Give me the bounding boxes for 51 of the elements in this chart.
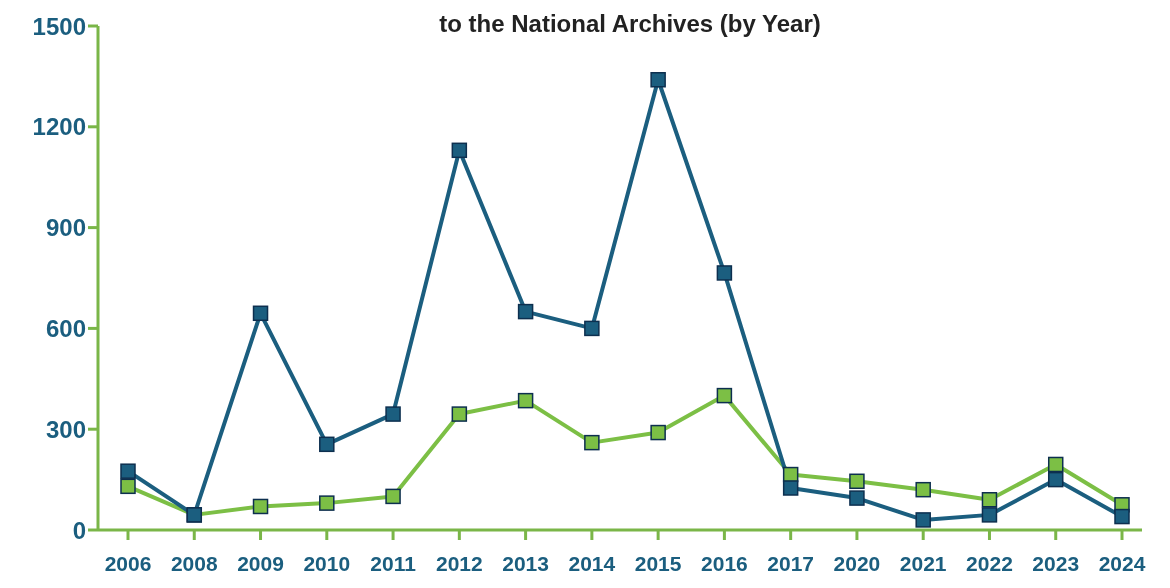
y-tick-label: 1200 — [32, 113, 86, 141]
y-tick-label: 0 — [72, 516, 86, 544]
y-tick-label: 1500 — [32, 12, 86, 40]
x-tick-label: 2013 — [502, 551, 549, 575]
point — [319, 436, 335, 453]
x-tick-label: 2006 — [104, 551, 152, 575]
point — [319, 495, 335, 511]
point — [1047, 471, 1064, 488]
x-tick-label: 2012 — [435, 551, 483, 575]
point — [517, 392, 534, 409]
point — [385, 488, 401, 505]
x-tick-label: 2016 — [701, 551, 748, 575]
point — [252, 305, 269, 322]
point — [915, 481, 931, 498]
point — [849, 490, 865, 506]
point — [517, 303, 534, 320]
point — [650, 72, 666, 88]
point — [782, 480, 799, 496]
point — [716, 265, 733, 281]
point — [650, 424, 666, 441]
point — [451, 406, 468, 422]
x-tick-label: 2021 — [899, 551, 947, 575]
point — [1114, 508, 1130, 525]
point — [981, 507, 998, 523]
point — [252, 498, 269, 515]
y-tick-label: 300 — [45, 415, 86, 443]
point — [1047, 456, 1064, 473]
x-tick-label: 2014 — [568, 551, 616, 575]
x-tick-label: 2022 — [966, 551, 1013, 575]
point — [451, 142, 468, 159]
x-tick-label: 2008 — [170, 551, 218, 575]
x-tick-label: 2020 — [833, 551, 881, 575]
x-tick-label: 2011 — [370, 551, 417, 575]
x-tick-label: 2009 — [237, 551, 284, 575]
point — [120, 463, 136, 479]
x-tick-label: 2015 — [634, 551, 682, 575]
point — [584, 434, 600, 451]
x-tick-label: 2023 — [1032, 551, 1080, 575]
x-tick-label: 2017 — [767, 551, 815, 575]
y-tick-label: 600 — [45, 314, 86, 342]
chart-title: to the National Archives (by Year) — [438, 10, 822, 38]
point — [385, 406, 401, 422]
point — [915, 512, 931, 528]
point — [981, 492, 998, 508]
x-tick-label: 2010 — [303, 551, 351, 575]
x-tick-label: 2024 — [1098, 551, 1146, 575]
y-tick-label: 900 — [45, 214, 86, 242]
point — [849, 473, 865, 490]
point — [584, 320, 600, 337]
point — [716, 387, 733, 404]
point — [120, 478, 136, 495]
